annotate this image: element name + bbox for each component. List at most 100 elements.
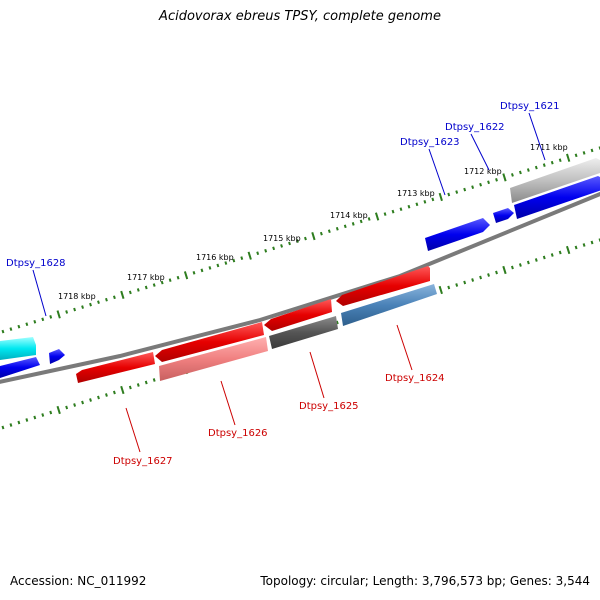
label-dtpsy-1627: Dtpsy_1627 xyxy=(113,456,173,467)
genome-backbone-line xyxy=(0,191,600,384)
outer-minor-tick xyxy=(105,297,108,302)
outer-major-tick xyxy=(56,310,61,319)
inner-minor-tick xyxy=(335,320,339,325)
outer-minor-tick xyxy=(73,307,77,312)
outer-minor-tick xyxy=(256,251,260,256)
outer-minor-tick xyxy=(272,246,276,251)
outer-minor-tick xyxy=(160,280,164,285)
outer-minor-tick xyxy=(582,151,586,155)
outer-minor-tick xyxy=(128,290,132,295)
outer-minor-tick xyxy=(359,219,363,224)
outer-minor-tick xyxy=(296,239,299,243)
gene-dtpsy-1621[interactable] xyxy=(514,176,600,219)
inner-minor-tick xyxy=(511,265,514,270)
outer-minor-tick xyxy=(391,209,395,214)
inner-minor-tick xyxy=(33,415,37,420)
inner-minor-tick xyxy=(550,253,554,257)
inner-minor-tick xyxy=(463,280,467,285)
scale-label-1714: 1714 kbp xyxy=(330,211,368,220)
outer-minor-tick xyxy=(264,248,268,253)
inner-major-tick xyxy=(566,245,571,255)
reverse-leader-lines xyxy=(125,324,413,453)
outer-minor-tick xyxy=(574,153,578,158)
gene-dtpsy-1623[interactable] xyxy=(425,218,490,251)
inner-major-tick xyxy=(438,285,443,295)
inner-minor-tick xyxy=(81,400,84,405)
gene-dtpsy-1628[interactable] xyxy=(0,357,40,378)
gene-pink[interactable] xyxy=(159,337,268,381)
outer-major-tick xyxy=(247,251,252,260)
label-dtpsy-1622: Dtpsy_1622 xyxy=(445,122,505,133)
outer-minor-tick xyxy=(224,261,228,265)
inner-minor-tick xyxy=(487,273,490,277)
outer-minor-tick xyxy=(542,163,546,167)
outer-minor-tick xyxy=(383,212,387,216)
outer-major-tick xyxy=(120,290,125,299)
gene-dtpsy-1626[interactable] xyxy=(155,322,264,362)
gene-dtpsy-1627[interactable] xyxy=(76,352,155,383)
inner-major-tick xyxy=(120,385,125,395)
inner-minor-tick xyxy=(558,250,562,255)
gene-dark-grey[interactable] xyxy=(269,316,338,349)
scale-label-1716: 1716 kbp xyxy=(196,253,234,262)
gene-dtpsy-1624[interactable] xyxy=(336,266,430,306)
inner-minor-tick xyxy=(136,383,140,387)
label-dtpsy-1626: Dtpsy_1626 xyxy=(208,428,268,439)
outer-minor-tick xyxy=(1,329,5,334)
outer-minor-tick xyxy=(41,317,45,322)
gene-dtpsy-1621-silver[interactable] xyxy=(510,158,600,203)
forward-leader-lines xyxy=(32,112,546,317)
outer-minor-tick xyxy=(550,160,554,165)
inner-minor-tick xyxy=(73,403,77,407)
outer-major-tick xyxy=(183,271,189,280)
gene-dtpsy-1628-small[interactable] xyxy=(49,349,65,364)
inner-minor-tick xyxy=(479,275,483,280)
inner-minor-tick xyxy=(128,385,132,390)
outer-major-tick xyxy=(438,192,443,202)
inner-major-tick xyxy=(502,265,507,275)
scale-label-1717: 1717 kbp xyxy=(127,273,165,282)
outer-minor-tick xyxy=(431,197,435,202)
inner-minor-tick xyxy=(590,240,594,245)
gene-steel[interactable] xyxy=(341,284,437,326)
scale-label-1715: 1715 kbp xyxy=(263,234,301,243)
label-dtpsy-1623: Dtpsy_1623 xyxy=(400,137,460,148)
outer-minor-tick xyxy=(112,295,116,300)
label-dtpsy-1625: Dtpsy_1625 xyxy=(299,401,359,412)
outer-minor-tick xyxy=(343,224,347,229)
outer-minor-tick xyxy=(399,207,403,212)
outer-minor-tick xyxy=(168,278,172,282)
inner-minor-tick xyxy=(447,285,451,290)
outer-minor-tick xyxy=(232,258,236,263)
gene-dtpsy-1622[interactable] xyxy=(493,208,514,223)
outer-minor-tick xyxy=(463,187,467,192)
outer-minor-tick xyxy=(136,288,140,292)
outer-minor-tick xyxy=(280,244,284,248)
outer-minor-tick xyxy=(216,263,220,268)
scale-label-1718: 1718 kbp xyxy=(58,292,96,301)
outer-minor-tick xyxy=(9,327,13,331)
outer-minor-tick xyxy=(447,192,451,197)
map-title: Acidovorax ebreus TPSY, complete genome xyxy=(159,9,441,24)
inner-minor-tick xyxy=(526,260,530,265)
scale-label-1711: 1711 kbp xyxy=(530,143,568,152)
inner-minor-tick xyxy=(534,258,538,262)
outer-minor-tick xyxy=(351,222,355,226)
outer-major-tick xyxy=(566,153,571,162)
outer-tick-track xyxy=(1,146,600,334)
outer-minor-tick xyxy=(17,324,21,329)
gene-dtpsy-1625[interactable] xyxy=(264,299,332,331)
accession-text: Accession: NC_011992 xyxy=(10,574,147,588)
inner-minor-tick xyxy=(25,418,29,422)
label-dtpsy-1621: Dtpsy_1621 xyxy=(500,101,560,112)
outer-minor-tick xyxy=(423,200,427,204)
gene-cyan[interactable] xyxy=(0,337,36,360)
outer-minor-tick xyxy=(479,182,483,187)
inner-major-tick xyxy=(56,405,61,415)
outer-minor-tick xyxy=(335,226,339,231)
outer-minor-tick xyxy=(81,305,84,309)
inner-minor-tick xyxy=(582,243,586,247)
outer-major-tick xyxy=(311,231,316,241)
inner-minor-tick xyxy=(518,263,522,267)
outer-minor-tick xyxy=(304,236,307,241)
